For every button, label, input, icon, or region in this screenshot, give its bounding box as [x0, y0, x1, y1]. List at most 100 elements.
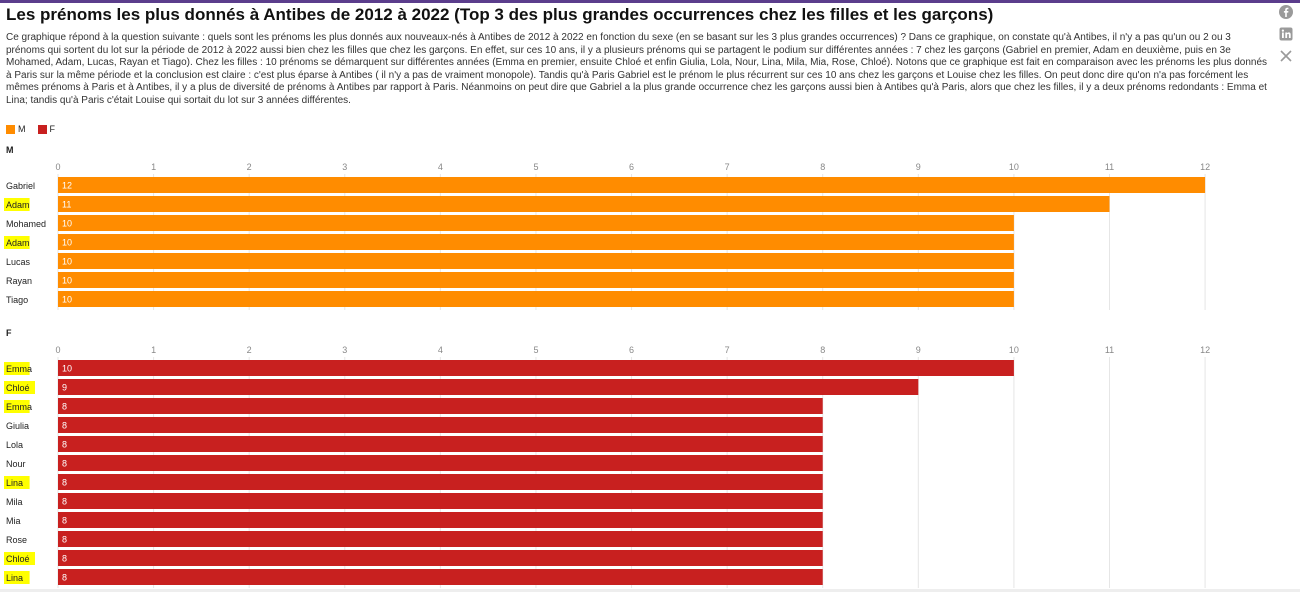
category-label: Chloé [6, 383, 30, 393]
bar-value-label: 8 [62, 535, 67, 545]
bar-value-label: 11 [62, 200, 71, 210]
category-label: Giulia [6, 421, 29, 431]
bar [58, 436, 823, 452]
x-icon[interactable] [1278, 48, 1294, 64]
social-share [1278, 4, 1294, 70]
chart-description: Ce graphique répond à la question suivan… [6, 32, 1268, 106]
bar [58, 398, 823, 414]
bar-value-label: 8 [62, 516, 67, 526]
bar-value-label: 10 [62, 295, 72, 305]
bar [58, 291, 1014, 307]
bar [58, 379, 919, 395]
category-highlight [4, 400, 30, 413]
bar-value-label: 9 [62, 383, 67, 393]
x-tick-label: 0 [55, 345, 60, 355]
bar [58, 272, 1014, 288]
category-label: Nour [6, 459, 26, 469]
x-tick-label: 9 [916, 345, 921, 355]
x-tick-label: 6 [629, 162, 634, 172]
bar-value-label: 8 [62, 573, 67, 583]
legend-label-m: M [18, 124, 26, 134]
x-tick-label: 3 [342, 345, 347, 355]
legend-item-f[interactable]: F [37, 124, 56, 134]
legend-swatch-f [37, 124, 47, 134]
legend: M F [6, 124, 67, 134]
category-label: Rayan [6, 276, 32, 286]
category-highlight [4, 552, 35, 565]
bar-value-label: 8 [62, 459, 67, 469]
bar-value-label: 10 [62, 238, 72, 248]
category-label: Adam [6, 238, 30, 248]
panel-title-f: F [6, 328, 12, 338]
bar-value-label: 10 [62, 364, 72, 374]
legend-item-m[interactable]: M [6, 124, 26, 134]
x-tick-label: 0 [55, 162, 60, 172]
bar [58, 196, 1110, 212]
header-accent-line [0, 0, 1300, 3]
category-label: Lina [6, 573, 23, 583]
legend-label-f: F [49, 124, 56, 134]
x-tick-label: 2 [247, 345, 252, 355]
category-label: Emma [6, 402, 32, 412]
bar-value-label: 8 [62, 497, 67, 507]
bottom-divider [0, 589, 1300, 592]
bar [58, 493, 823, 509]
x-tick-label: 2 [247, 162, 252, 172]
x-tick-label: 11 [1105, 345, 1114, 355]
bar [58, 253, 1014, 269]
bar-value-label: 8 [62, 421, 67, 431]
bar [58, 550, 823, 566]
x-tick-label: 5 [533, 345, 538, 355]
x-tick-label: 5 [533, 162, 538, 172]
category-label: Adam [6, 200, 30, 210]
category-highlight [4, 236, 30, 249]
category-label: Mohamed [6, 219, 46, 229]
bar-value-label: 8 [62, 440, 67, 450]
bar [58, 234, 1014, 250]
category-highlight [4, 571, 30, 584]
category-label: Tiago [6, 295, 28, 305]
bar [58, 474, 823, 490]
bar [58, 531, 823, 547]
category-highlight [4, 476, 30, 489]
x-tick-label: 7 [725, 162, 730, 172]
x-tick-label: 10 [1009, 345, 1019, 355]
bar-value-label: 12 [62, 181, 72, 191]
bar [58, 512, 823, 528]
x-tick-label: 1 [151, 345, 156, 355]
x-tick-label: 12 [1200, 162, 1210, 172]
bar-value-label: 10 [62, 257, 72, 267]
bar [58, 215, 1014, 231]
category-label: Chloé [6, 554, 30, 564]
category-label: Emma [6, 364, 32, 374]
legend-swatch-m [6, 124, 15, 134]
panel-title-m: M [6, 145, 14, 155]
x-tick-label: 4 [438, 162, 443, 172]
category-label: Mia [6, 516, 21, 526]
x-tick-label: 3 [342, 162, 347, 172]
facebook-icon[interactable] [1278, 4, 1294, 20]
bar-value-label: 10 [62, 276, 72, 286]
bar [58, 569, 823, 585]
x-tick-label: 6 [629, 345, 634, 355]
x-tick-label: 9 [916, 162, 921, 172]
category-label: Lola [6, 440, 23, 450]
x-tick-label: 8 [820, 345, 825, 355]
bar-value-label: 10 [62, 219, 72, 229]
category-highlight [4, 362, 30, 375]
category-label: Rose [6, 535, 27, 545]
category-highlight [4, 198, 30, 211]
bar [58, 177, 1206, 193]
bar-value-label: 8 [62, 554, 67, 564]
x-tick-label: 1 [151, 162, 156, 172]
bar-value-label: 8 [62, 478, 67, 488]
x-tick-label: 4 [438, 345, 443, 355]
bar [58, 360, 1014, 376]
linkedin-icon[interactable] [1278, 26, 1294, 42]
category-label: Lina [6, 478, 23, 488]
x-tick-label: 7 [725, 345, 730, 355]
bar [58, 417, 823, 433]
category-label: Lucas [6, 257, 31, 267]
x-tick-label: 12 [1200, 345, 1210, 355]
